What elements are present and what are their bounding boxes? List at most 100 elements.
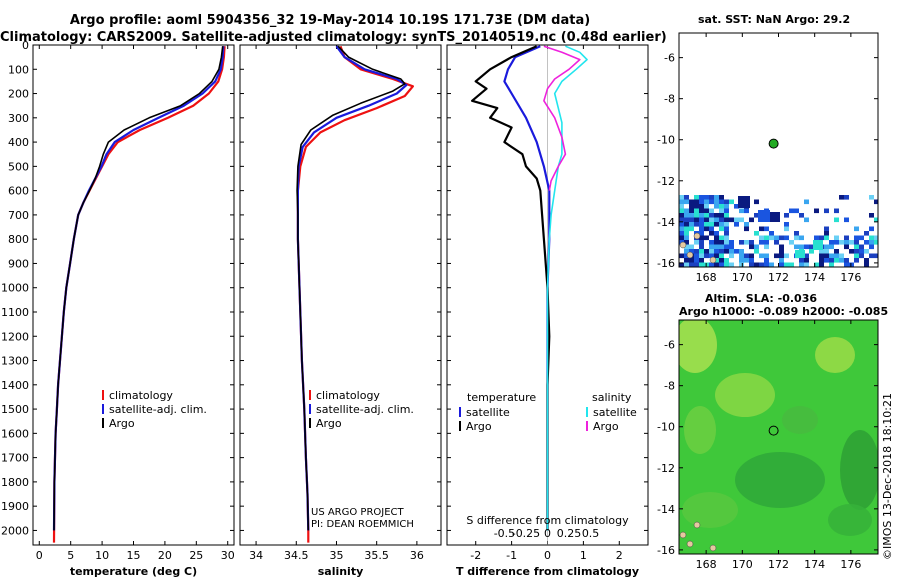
x-tick-label: 170 [732,271,753,284]
x-tick-label: 34.5 [284,549,309,562]
sla-patch [715,373,775,417]
sst-cell [854,244,859,250]
sst-cell [709,249,714,254]
sst-cell [694,195,699,200]
sst-cell [724,249,729,254]
sst-cell [709,208,714,214]
sst-cell [709,262,714,267]
sst-cell [714,204,719,209]
y-tick-label: -14 [657,216,675,229]
sst-cell [819,235,824,241]
sst-cell [794,208,799,214]
difference-panel: -2 -1 0 1 2 T difference from climatology temp… [446,44,649,578]
sst-cell [759,240,764,245]
island [686,251,694,259]
sst-cell [869,244,874,250]
sst-cell [764,235,769,241]
sla-map-panel: -6 -8 -10 -12 -14 -16 168 170 172 174 176 [657,319,879,571]
sst-cell [874,253,878,259]
sst-cell [679,235,684,241]
sst-cell [714,217,719,223]
sst-cell [844,244,849,250]
sst-cell [739,217,744,223]
sst-cell [704,222,709,227]
series-line [503,45,551,531]
sst-cell [774,235,779,241]
y-tick-label: 1700 [1,452,29,465]
sst-cell [709,253,714,259]
sst-cell [694,204,699,209]
sst-cell [679,262,684,267]
legend-label: Argo [593,420,619,433]
sla-patch [815,337,855,373]
sst-cell [804,244,809,250]
sst-cell [699,199,704,205]
sst-cell [874,235,878,241]
sst-cell [714,235,719,241]
sst-cell [684,213,689,218]
sst-cell [814,208,819,214]
y-tick-label: -16 [657,544,675,557]
sst-cell [764,253,769,259]
sst-cell [729,249,734,254]
sst-cell [734,204,739,209]
sst-cell [769,235,774,241]
x-tick-label: 2 [616,549,623,562]
sst-cell [699,240,704,245]
sst-cell [694,199,699,205]
sst-cell [829,258,834,263]
sst-cell [824,231,829,236]
sst-cell [844,262,849,267]
sla-patch [679,320,717,373]
y-tick-label: -16 [657,257,675,270]
sst-cell [799,258,804,263]
sst-cell [724,240,729,245]
sla-patch [682,492,738,528]
sst-cell [824,249,829,254]
sst-cell [709,195,714,200]
y-tick-label: -8 [664,93,675,106]
sst-cell [819,258,824,263]
sst-cell [844,258,849,263]
sst-cell [729,240,734,245]
sst-cell [864,231,869,236]
sst-cell [679,208,684,214]
sst-cell [754,231,759,236]
sst-cell [719,249,724,254]
sst-cell [814,235,819,241]
sst-cell [839,240,844,245]
x-tick-label: 174 [804,558,825,571]
y-tick-label: -10 [657,421,675,434]
sst-cell [724,235,729,241]
sst-cell [854,226,859,232]
sst-cell [779,258,784,263]
sst-cell [739,253,744,259]
sst-cell [758,210,770,222]
sst-cell [754,199,759,205]
profile-location-marker [768,138,779,149]
sst-cell [784,213,789,218]
sst-cell [704,208,709,214]
sst-cell [684,217,689,223]
sst-cell [839,258,844,263]
legend-label: climatology [316,389,380,402]
y-tick-label: 0 [22,39,29,52]
legend-heading: salinity [592,391,632,404]
sst-cell [719,199,724,205]
y-tick-label: -6 [664,339,675,352]
sst-cell [859,249,864,254]
sst-cell [739,249,744,254]
sst-cell [689,262,694,267]
sst-cell [714,213,719,218]
sst-cell [709,217,714,223]
sst-cell [864,258,869,263]
y-tick-label: 700 [8,209,29,222]
sst-cell [779,262,784,267]
legend-label: Argo [316,417,342,430]
sst-cell [719,226,724,232]
sst-cell [804,253,809,259]
series-line [471,45,551,531]
sst-cell [869,240,874,245]
legend-label: satellite-adj. clim. [109,403,207,416]
sst-cell [724,222,729,227]
